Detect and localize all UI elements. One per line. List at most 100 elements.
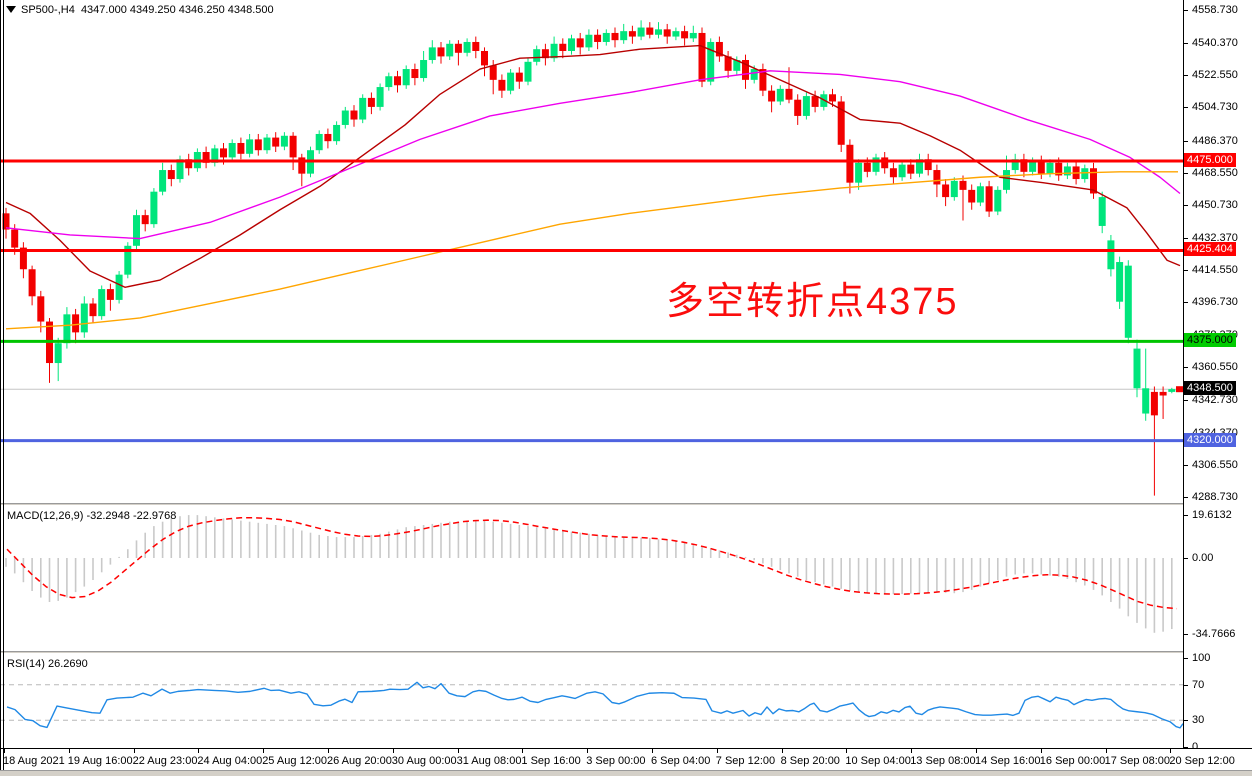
time-tick (198, 749, 200, 753)
price-tick-label: 4360.550 (1192, 361, 1238, 374)
time-tick (133, 749, 135, 753)
time-tick (392, 749, 394, 753)
candle-body (106, 289, 114, 300)
time-tick-label: 19 Aug 16:00 (67, 755, 133, 767)
window-left-edge (0, 0, 1, 770)
price-axis-line (1183, 0, 1184, 748)
candle-body (159, 170, 167, 192)
axis-tick (1184, 514, 1188, 516)
candle-body (394, 76, 401, 86)
candle-body (837, 101, 845, 145)
candle-body (463, 41, 471, 53)
candle-body (576, 38, 584, 48)
candle-body (1011, 159, 1019, 171)
candle-body (237, 142, 245, 154)
candle-body (80, 303, 88, 333)
price-tick-label: 4306.550 (1192, 458, 1238, 471)
candle-body (985, 186, 993, 212)
rsi-panel: RSI(14) 26.2690 (0, 653, 1183, 748)
main-chart-panel: SP500-,H4 4347.000 4349.250 4346.250 434… (0, 0, 1183, 503)
candle-body (1037, 161, 1045, 174)
candle-body (585, 34, 593, 48)
candle-body (811, 96, 819, 107)
candle-body (1029, 161, 1037, 172)
main-chart-canvas[interactable] (0, 0, 1183, 503)
candle-body (733, 60, 741, 71)
time-tick (911, 749, 913, 753)
candle-body (367, 97, 375, 107)
time-axis[interactable]: 18 Aug 2021 19 Aug 16:00 22 Aug 23:00 24 Au… (0, 748, 1252, 771)
price-tick-label: 4288.730 (1192, 491, 1238, 503)
candle-body (411, 69, 419, 79)
candle-body (1150, 391, 1158, 416)
candle-body (1124, 265, 1132, 338)
candle-body (254, 139, 262, 151)
window-bottom-edge (0, 770, 1252, 776)
candle-body (437, 47, 445, 57)
time-tick-label: 13 Sep 08:00 (910, 755, 976, 767)
candle-body (620, 31, 628, 41)
candle-body (707, 41, 715, 82)
price-tick-label: 4414.550 (1192, 264, 1238, 277)
candle-body (89, 303, 97, 317)
current-price-marker (1176, 386, 1183, 393)
macd-canvas[interactable] (0, 505, 1183, 651)
candle-body (507, 72, 515, 91)
time-tick-label: 14 Sep 16:00 (975, 755, 1041, 767)
candle-body (498, 79, 506, 91)
axis-tick (1184, 634, 1188, 636)
rsi-line (6, 681, 1183, 729)
candle-body (846, 144, 854, 183)
time-tick-label: 26 Aug 20:00 (327, 755, 392, 767)
price-tick-label: 4468.550 (1192, 166, 1238, 179)
rsi-tick-label: 100 (1192, 652, 1211, 664)
price-axis[interactable]: 4558.730 4540.370 4522.550 4504.730 4486.370… (1184, 0, 1252, 753)
candle-body (350, 110, 358, 120)
axis-tick (1184, 43, 1188, 45)
candle-body (454, 43, 462, 53)
macd-panel: MACD(12,26,9) -32.2948 -22.9768 (0, 505, 1183, 651)
candle-body (907, 164, 915, 174)
price-tick-label: 4396.730 (1192, 296, 1238, 309)
candle-body (185, 159, 193, 169)
candle-body (681, 31, 689, 39)
candle-body (2, 213, 10, 230)
candle-body (280, 135, 288, 147)
candle-body (446, 43, 454, 57)
candle-body (802, 96, 810, 116)
candle-body (872, 157, 880, 172)
candle-body (655, 29, 662, 35)
candle-body (863, 162, 871, 172)
axis-tick (1184, 107, 1188, 109)
candle-body (663, 29, 671, 37)
axis-tick (1184, 237, 1188, 239)
candle-body (472, 41, 480, 51)
time-tick-label: 24 Aug 04:00 (197, 755, 263, 767)
candle-body (315, 133, 323, 151)
chart-text-annotation: 多空转折点4375 (666, 281, 959, 323)
price-level-label: 4348.500 (1184, 381, 1236, 396)
candle-body (298, 157, 306, 174)
candle-body (524, 61, 532, 82)
axis-tick (1184, 658, 1188, 659)
axis-tick (1184, 720, 1188, 722)
price-level-label: 4375.000 (1184, 333, 1236, 348)
axis-tick (1184, 684, 1188, 686)
candle-body (1055, 162, 1063, 176)
candle-body (881, 157, 889, 169)
candle-body (759, 69, 767, 91)
candle-body (1063, 166, 1071, 176)
candle-body (133, 215, 140, 246)
candle-body (176, 159, 184, 180)
price-tick-label: 4450.730 (1192, 198, 1238, 211)
candle-body (124, 245, 132, 275)
candle-body (420, 60, 428, 79)
candle-body (976, 186, 984, 203)
rsi-canvas[interactable] (0, 653, 1183, 748)
candle-body (1020, 159, 1028, 172)
candle-body (794, 99, 802, 116)
ma-mid-magenta (5, 70, 1181, 240)
time-tick-label: 18 Aug 2021 (3, 755, 65, 767)
price-level-label: 4320.000 (1184, 432, 1236, 447)
